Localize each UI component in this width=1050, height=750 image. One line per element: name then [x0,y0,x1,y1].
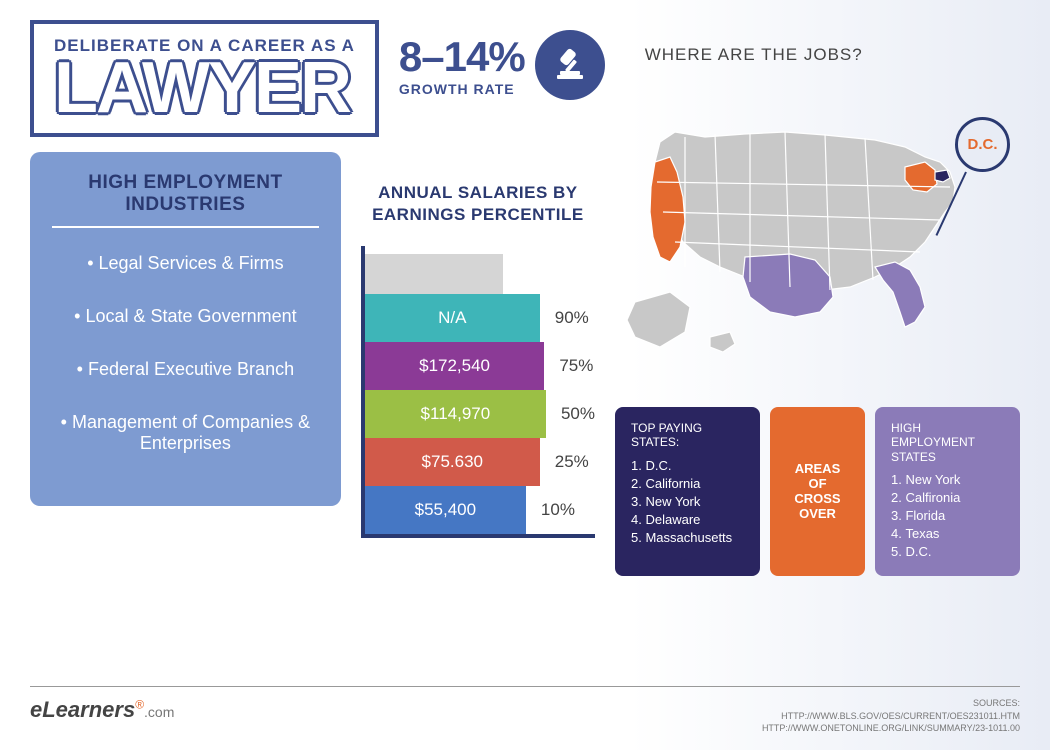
list-item: New York [891,472,1004,487]
industries-title: HIGH EMPLOYMENT INDUSTRIES [52,172,319,216]
list-item: Calfironia [891,490,1004,505]
growth-pct: 8–14% [399,33,525,81]
us-map: D.C. [615,112,1020,392]
high-emp-title: HIGH EMPLOYMENT STATES [891,421,1004,464]
top-paying-list: D.C. California New York Delaware Massachuse… [631,458,744,545]
industries-box: HIGH EMPLOYMENT INDUSTRIES Legal Service… [30,152,341,506]
jobs-header: WHERE ARE THE JOBS? [625,20,863,65]
crossover-label: AREAS OF CROSS OVER [786,461,849,521]
high-emp-list: New York Calfironia Florida Texas D.C. [891,472,1004,559]
salaries-title: ANNUAL SALARIES BYEARNINGS PERCENTILE [361,182,595,226]
list-item: Massachusetts [631,530,744,545]
percentile-label: 75% [544,356,593,376]
growth-label: GROWTH RATE [399,81,525,97]
industry-item: Legal Services & Firms [52,253,319,274]
list-item: Florida [891,508,1004,523]
top-paying-title: TOP PAYING STATES: [631,421,744,450]
list-item: D.C. [631,458,744,473]
salary-bar: $75.630 [365,438,540,486]
chart-header-bar [365,254,503,294]
percentile-label: 10% [526,500,575,520]
industry-item: Local & State Government [52,306,319,327]
list-item: Delaware [631,512,744,527]
dc-callout: D.C. [955,117,1010,172]
growth-rate: 8–14% GROWTH RATE [399,20,605,100]
percentile-label: 90% [540,308,589,328]
logo: eLearners®.com [30,697,174,723]
industry-item: Federal Executive Branch [52,359,319,380]
bar-row: $75.63025% [365,438,595,486]
salary-bar: $55,400 [365,486,526,534]
percentile-label: 50% [546,404,595,424]
list-item: California [631,476,744,491]
top-paying-box: TOP PAYING STATES: D.C. California New Yor… [615,407,760,576]
bar-row: N/A90% [365,294,595,342]
salary-bar: $114,970 [365,390,546,438]
salary-bar: $172,540 [365,342,545,390]
bar-row: $114,97050% [365,390,595,438]
salary-bar: N/A [365,294,540,342]
title-block: DELIBERATE ON A CAREER AS A LAWYER [30,20,379,137]
list-item: D.C. [891,544,1004,559]
title-big: LAWYER [54,56,355,121]
list-item: Texas [891,526,1004,541]
high-emp-box: HIGH EMPLOYMENT STATES New York Calfironi… [875,407,1020,576]
bar-row: $55,40010% [365,486,595,534]
industry-item: Management of Companies & Enterprises [52,412,319,454]
gavel-icon [535,30,605,100]
footer: eLearners®.com SOURCES: HTTP://WWW.BLS.G… [30,686,1020,735]
percentile-label: 25% [540,452,589,472]
list-item: New York [631,494,744,509]
industries-list: Legal Services & Firms Local & State Gove… [52,253,319,454]
crossover-box: AREAS OF CROSS OVER [770,407,865,576]
bar-row: $172,54075% [365,342,595,390]
dc-label: D.C. [968,136,998,153]
salary-chart: N/A90%$172,54075%$114,97050%$75.63025%$5… [361,246,595,538]
sources: SOURCES: HTTP://WWW.BLS.GOV/OES/CURRENT/… [762,697,1020,735]
